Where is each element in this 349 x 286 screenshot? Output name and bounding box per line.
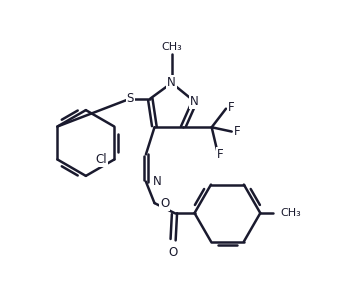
Text: CH₃: CH₃: [161, 42, 182, 52]
Text: N: N: [190, 95, 199, 108]
Text: O: O: [160, 196, 170, 210]
Text: CH₃: CH₃: [280, 208, 301, 218]
Text: N: N: [167, 76, 176, 90]
Text: F: F: [233, 125, 240, 138]
Text: F: F: [217, 148, 224, 161]
Text: O: O: [169, 246, 178, 259]
Text: Cl: Cl: [96, 153, 107, 166]
Text: N: N: [153, 175, 162, 188]
Text: F: F: [228, 101, 235, 114]
Text: S: S: [126, 92, 134, 105]
